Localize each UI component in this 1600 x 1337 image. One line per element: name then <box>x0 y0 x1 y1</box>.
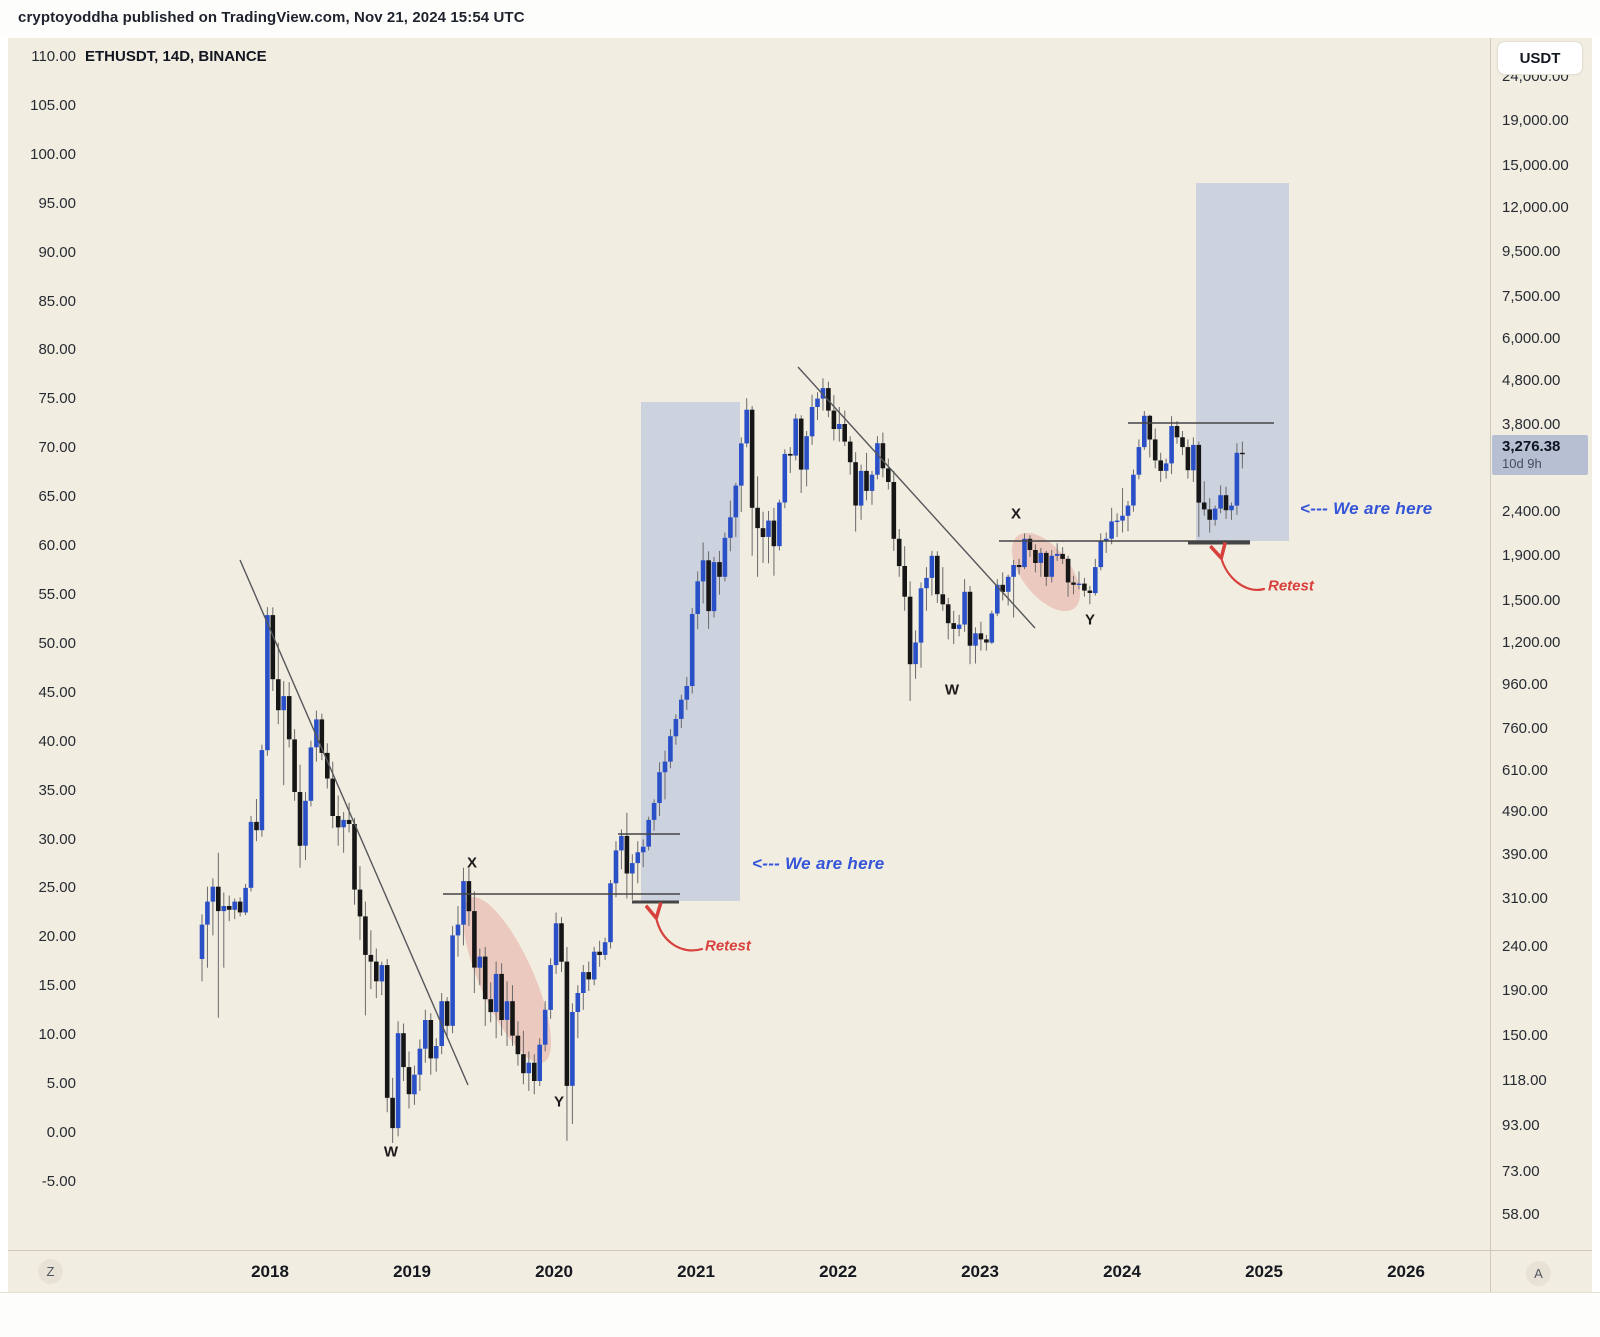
wave-label: W <box>383 1143 399 1161</box>
left-axis-tick: 25.00 <box>38 879 76 897</box>
right-axis-tick: 310.00 <box>1502 889 1548 907</box>
left-axis-tick: -5.00 <box>41 1172 76 1190</box>
wave-label: X <box>1010 505 1022 523</box>
right-axis-tick: 15,000.00 <box>1502 156 1569 174</box>
symbol-title: ETHUSDT, 14D, BINANCE <box>85 48 267 65</box>
right-axis-tick: 490.00 <box>1502 803 1548 821</box>
left-axis-tick: 40.00 <box>38 732 76 750</box>
left-axis-tick: 10.00 <box>38 1026 76 1044</box>
right-axis-tick: 12,000.00 <box>1502 198 1569 216</box>
year-tick: 2022 <box>819 1262 857 1281</box>
timezone-button[interactable]: Z <box>38 1259 63 1284</box>
left-axis-tick: 90.00 <box>38 243 76 261</box>
year-tick: 2024 <box>1103 1262 1141 1281</box>
we-are-here-note: <--- We are here <box>752 854 885 873</box>
right-axis-tick: 240.00 <box>1502 937 1548 955</box>
right-axis-tick: 610.00 <box>1502 761 1548 779</box>
bar-countdown: 10d 9h <box>1502 456 1542 471</box>
year-tick: 2021 <box>677 1262 715 1281</box>
right-axis-tick: 118.00 <box>1502 1072 1547 1090</box>
right-axis-tick: 1,500.00 <box>1502 591 1561 609</box>
right-axis-tick: 19,000.00 <box>1502 112 1569 130</box>
retest-label: Retest <box>1268 577 1314 595</box>
wave-label: Y <box>1084 611 1096 629</box>
attribution-text: cryptoyoddha published on TradingView.co… <box>18 9 525 26</box>
year-tick: 2018 <box>251 1262 289 1281</box>
left-axis-tick: 95.00 <box>38 194 76 212</box>
left-axis-tick: 110.00 <box>31 48 76 65</box>
year-tick: 2020 <box>535 1262 573 1281</box>
left-axis-tick: 30.00 <box>38 830 76 848</box>
year-tick: 2023 <box>961 1262 999 1281</box>
wave-label: W <box>944 681 960 699</box>
year-tick: 2019 <box>393 1262 431 1281</box>
left-axis-tick: 55.00 <box>38 586 76 603</box>
right-axis-tick: 760.00 <box>1502 720 1548 738</box>
left-axis-tick: 75.00 <box>38 390 76 408</box>
right-axis-tick: 6,000.00 <box>1502 329 1561 347</box>
footer: TradingView <box>0 1293 1600 1337</box>
left-axis-tick: 20.00 <box>38 928 76 946</box>
right-axis-tick: 2,400.00 <box>1502 502 1561 520</box>
autoscale-button[interactable]: A <box>1526 1261 1551 1286</box>
last-price-value: 3,276.38 <box>1502 438 1561 455</box>
candlestick-chart <box>199 183 1289 1143</box>
we-are-here-note: <--- We are here <box>1300 499 1433 518</box>
price-axis-separator <box>1490 38 1491 1292</box>
right-axis-tick: 7,500.00 <box>1502 287 1561 305</box>
right-axis-tick: 4,800.00 <box>1502 371 1561 389</box>
left-axis-tick: 100.00 <box>30 145 76 163</box>
right-axis-tick: 1,900.00 <box>1502 547 1561 565</box>
left-axis-tick: 80.00 <box>38 341 76 359</box>
right-axis-tick: 3,800.00 <box>1502 416 1561 434</box>
left-axis-tick: 0.00 <box>46 1124 76 1142</box>
right-axis-tick: 190.00 <box>1502 982 1548 1000</box>
wave-label: Y <box>553 1093 565 1111</box>
retest-label: Retest <box>705 937 751 955</box>
left-axis-tick: 50.00 <box>38 634 76 652</box>
time-axis-separator <box>8 1250 1592 1251</box>
wave-label: X <box>466 854 478 872</box>
right-axis-tick: 960.00 <box>1502 676 1548 693</box>
left-axis-tick: 105.00 <box>30 96 76 114</box>
left-axis-tick: 65.00 <box>38 488 76 506</box>
right-axis-tick: 58.00 <box>1502 1206 1540 1224</box>
right-axis-tick: 73.00 <box>1502 1162 1540 1180</box>
right-axis-tick: 150.00 <box>1502 1026 1548 1044</box>
footer-divider <box>0 1292 1600 1293</box>
right-axis-tick: 9,500.00 <box>1502 242 1561 260</box>
attribution-bar: cryptoyoddha published on TradingView.co… <box>0 0 1600 38</box>
year-tick: 2026 <box>1387 1262 1425 1281</box>
right-axis-tick: 390.00 <box>1502 846 1548 864</box>
currency-toggle-button[interactable]: USDT <box>1497 41 1583 75</box>
left-axis-tick: 70.00 <box>38 439 76 457</box>
last-price-badge: 3,276.38 10d 9h <box>1492 435 1588 475</box>
left-axis-tick: 15.00 <box>38 977 76 995</box>
right-axis-tick: 93.00 <box>1502 1117 1540 1134</box>
left-axis-tick: 35.00 <box>38 781 76 799</box>
year-tick: 2025 <box>1245 1262 1283 1281</box>
left-axis-tick: 45.00 <box>38 683 76 701</box>
right-axis-tick: 1,200.00 <box>1502 633 1561 651</box>
left-axis-tick: 85.00 <box>38 292 76 310</box>
left-axis-tick: 60.00 <box>38 537 76 555</box>
left-axis-tick: 5.00 <box>46 1075 76 1093</box>
